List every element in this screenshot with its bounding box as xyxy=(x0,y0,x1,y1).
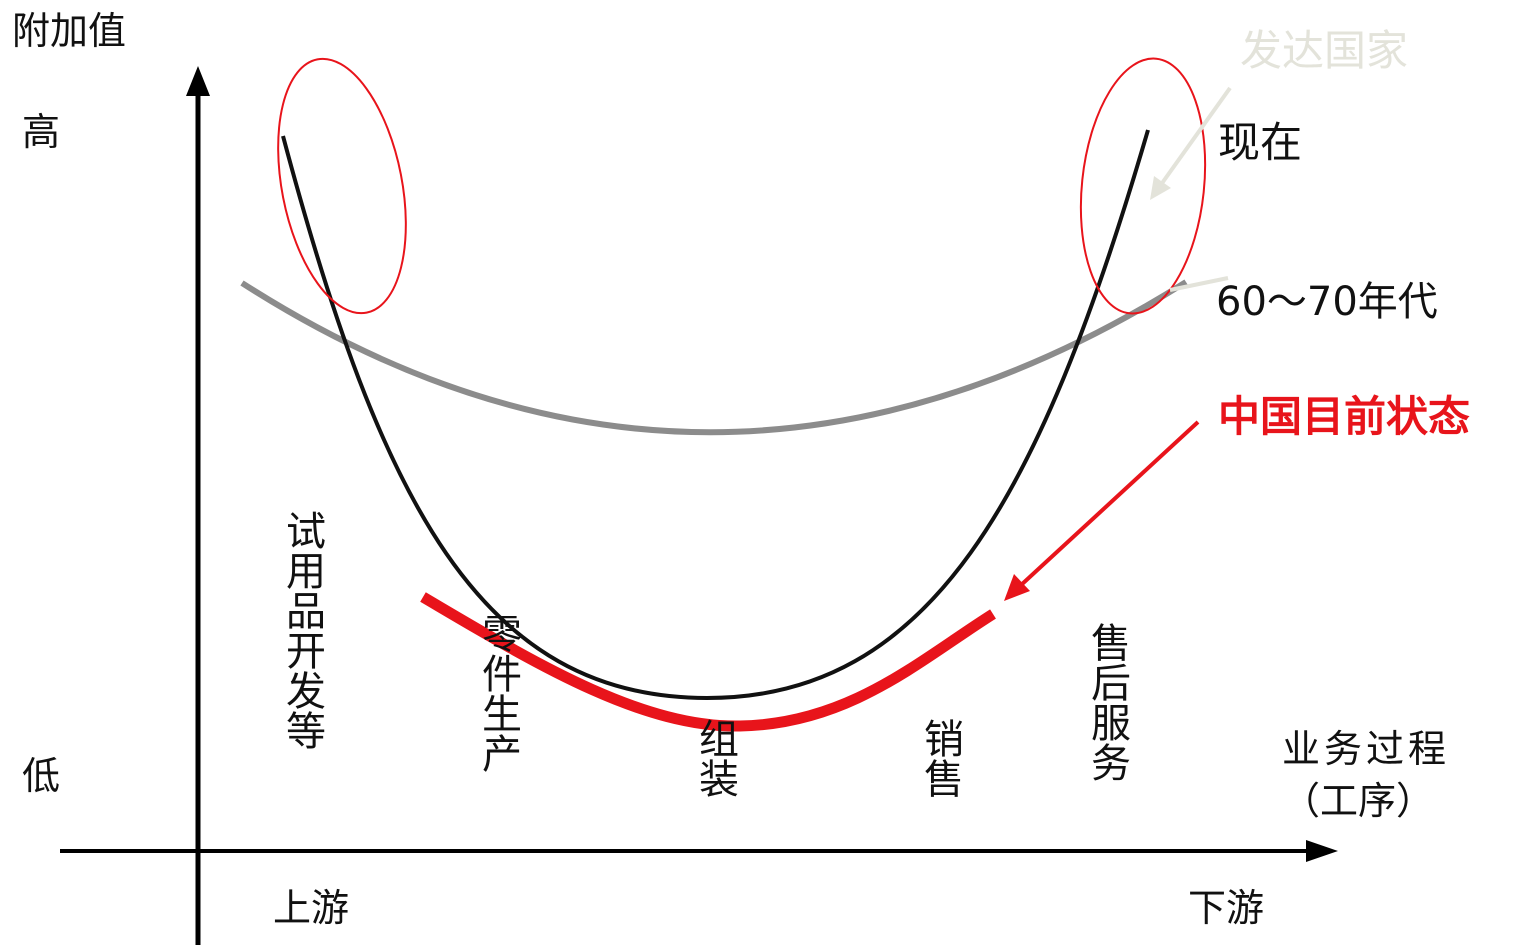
curve-label-1960s-1970s: 60～70年代 xyxy=(1216,279,1438,325)
era-pointer xyxy=(1169,276,1229,292)
y-axis-title: 附加值 xyxy=(12,9,127,53)
curve-1960s-1970s xyxy=(240,279,1188,436)
x-axis-title-line2: （工序） xyxy=(1282,779,1435,823)
developed-countries-pointer xyxy=(1158,86,1232,188)
x-axis-title-line1: 业务过程 xyxy=(1282,727,1451,771)
x-axis-upstream-label: 上游 xyxy=(273,886,350,930)
y-axis-low-label: 低 xyxy=(22,754,61,798)
curve-current xyxy=(281,129,1150,701)
y-axis-high-label: 高 xyxy=(22,110,61,154)
y-axis-arrowhead xyxy=(186,66,210,96)
stage-label-prototype-development: 试用品开发等 xyxy=(279,510,325,750)
developed-countries-pointer-head xyxy=(1150,176,1171,200)
china-pointer xyxy=(1018,420,1200,588)
curve-label-developed-countries: 发达国家 xyxy=(1240,26,1409,75)
upstream-highlight-ellipse xyxy=(277,57,407,315)
china-pointer-head xyxy=(1004,574,1030,601)
stage-label-assembly: 组装 xyxy=(692,718,738,798)
stage-label-parts-production: 零件生产 xyxy=(475,613,521,773)
curve-label-current: 现在 xyxy=(1218,118,1303,167)
downstream-highlight-ellipse xyxy=(1079,57,1207,315)
stage-label-after-sales-service: 售后服务 xyxy=(1084,622,1130,782)
x-axis-arrowhead xyxy=(1306,840,1338,862)
curve-label-china-current-state: 中国目前状态 xyxy=(1218,392,1471,441)
curve-china-current xyxy=(420,592,996,732)
x-axis-downstream-label: 下游 xyxy=(1188,886,1265,930)
stage-label-sales: 销售 xyxy=(917,718,963,798)
